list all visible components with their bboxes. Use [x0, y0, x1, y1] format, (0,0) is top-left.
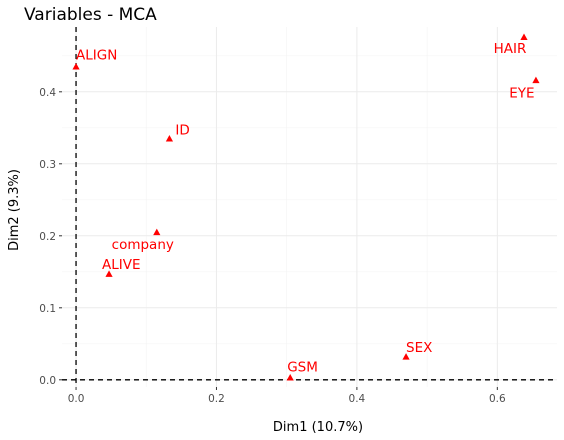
y-tick-label: 0.4 [39, 87, 56, 99]
y-tick-label: 0.0 [39, 375, 56, 387]
x-tick-label: 0.2 [208, 393, 225, 405]
x-axis-title: Dim1 (10.7%) [273, 420, 363, 435]
y-axis: 0.0 0.1 0.2 0.3 0.4 [39, 87, 62, 387]
point-label-gsm: GSM [287, 360, 318, 376]
point-label-id: ID [175, 123, 189, 139]
point-marker-alive [105, 270, 113, 277]
chart-title: Variables - MCA [24, 5, 157, 25]
point-marker-hair [520, 33, 528, 40]
point-label-eye: EYE [509, 85, 534, 101]
x-axis: 0.0 0.2 0.4 0.6 [68, 387, 506, 405]
point-marker-sex [402, 353, 410, 360]
y-axis-title: Dim2 (9.3%) [7, 169, 22, 251]
point-marker-align [72, 63, 80, 70]
point-label-company: company [112, 237, 174, 253]
grid [62, 27, 557, 387]
point-label-alive: ALIVE [102, 257, 141, 273]
x-tick-label: 0.0 [68, 393, 85, 405]
point-label-hair: HAIR [494, 41, 527, 57]
reference-lines [62, 27, 557, 387]
y-tick-label: 0.3 [39, 159, 56, 171]
point-marker-company [153, 228, 161, 236]
point-marker-id [165, 135, 174, 142]
y-tick-label: 0.2 [39, 231, 56, 243]
point-label-sex: SEX [406, 340, 432, 356]
x-tick-label: 0.4 [349, 393, 366, 405]
data-points: ALIGN HAIR EYE ID company ALIVE SEX GSM [72, 33, 540, 381]
point-label-align: ALIGN [76, 48, 117, 64]
x-tick-label: 0.6 [489, 393, 506, 405]
point-marker-gsm [286, 374, 294, 381]
point-marker-eye [532, 76, 540, 84]
y-tick-label: 0.1 [39, 303, 56, 315]
